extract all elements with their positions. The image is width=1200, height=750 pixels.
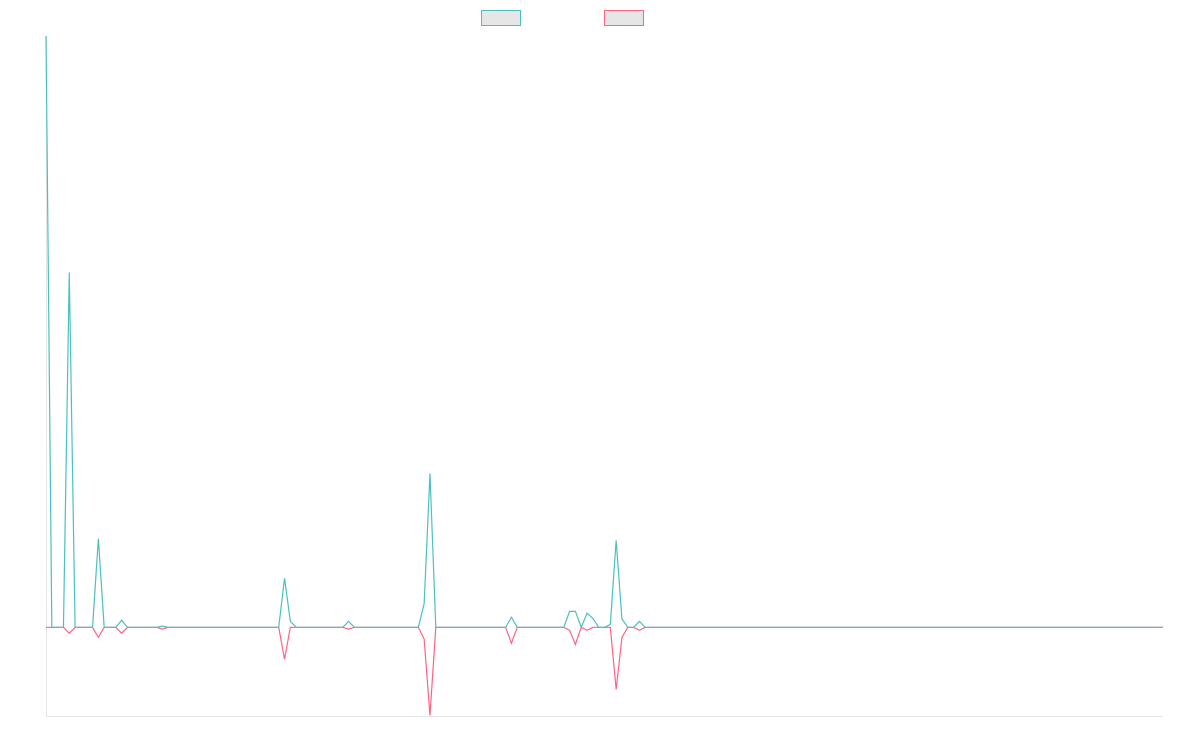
legend-swatch[interactable]	[481, 10, 521, 26]
series-line	[46, 626, 1163, 716]
legend-swatch[interactable]	[604, 10, 644, 26]
series-line	[45, 35, 1163, 629]
